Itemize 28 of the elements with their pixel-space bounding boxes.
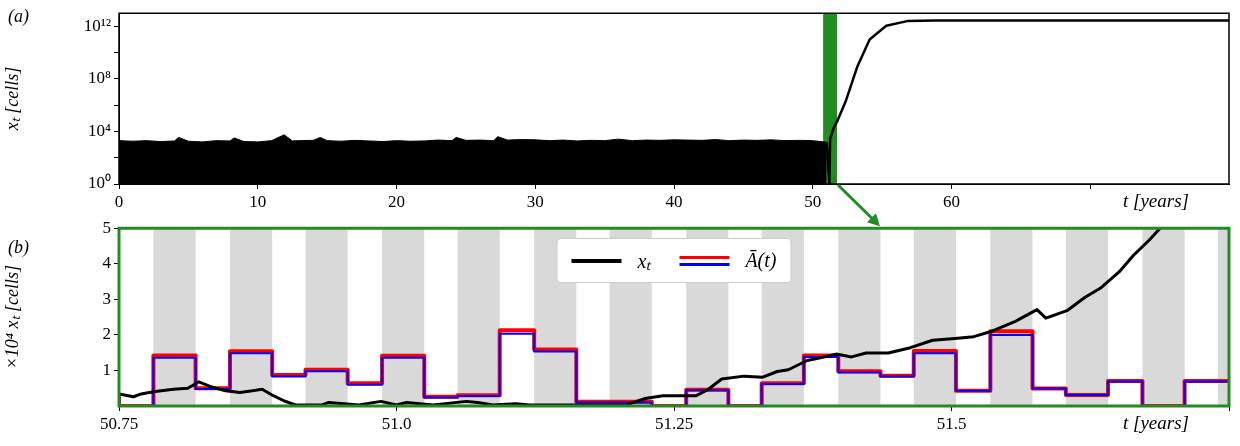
x-tick-label: 40 <box>665 191 683 211</box>
x-tick-label: 20 <box>388 191 405 211</box>
y-tick-label: 3 <box>102 288 111 308</box>
chart-title: (a) <box>8 6 29 27</box>
y-tick-label: 10⁸ <box>88 68 112 88</box>
y-tick-label: 5 <box>102 217 111 237</box>
x-tick-label: 50.75 <box>99 413 139 433</box>
text: (b) <box>8 237 29 258</box>
y-axis-title: xₜ [cells] <box>1 66 22 132</box>
x-tick-label: 51.0 <box>381 413 412 433</box>
y-tick-label: 4 <box>102 253 112 273</box>
x-tick-label: 0 <box>114 191 124 211</box>
x-tick-label: 30 <box>526 191 544 211</box>
x-tick-label: 60 <box>943 191 960 211</box>
y-tick-label: 2 <box>102 324 111 344</box>
x-tick-label: 51.25 <box>654 413 694 433</box>
y-tick-label: 10⁰ <box>88 173 111 193</box>
x-tick-label: 50 <box>804 191 822 211</box>
y-axis-title: ×10⁴ xₜ [cells] <box>1 264 22 370</box>
x-axis-title: t [years] <box>1123 189 1189 211</box>
x-axis-title: t [years] <box>1123 411 1189 433</box>
y-tick-label: 10¹² <box>83 15 111 35</box>
x-tick-label: 51.5 <box>936 413 967 433</box>
y-tick-label: 1 <box>102 359 111 379</box>
x-tick-label: 10 <box>249 191 267 211</box>
y-tick-label: 10⁴ <box>88 120 112 140</box>
legend-label: xₜ <box>637 249 652 275</box>
legend-label: Ā(t) <box>745 249 777 273</box>
